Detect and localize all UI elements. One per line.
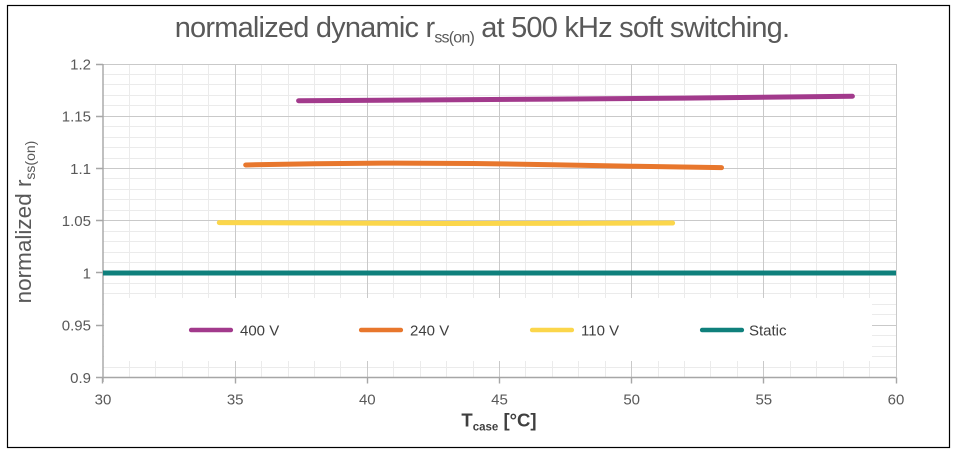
svg-text:Tcase [°C]: Tcase [°C] — [461, 410, 536, 434]
svg-text:1.1: 1.1 — [70, 161, 91, 178]
svg-text:1.2: 1.2 — [70, 56, 91, 73]
svg-text:400 V: 400 V — [240, 322, 279, 339]
svg-text:30: 30 — [95, 392, 112, 409]
svg-text:0.9: 0.9 — [70, 370, 91, 387]
svg-text:110 V: 110 V — [581, 322, 619, 339]
svg-text:40: 40 — [359, 392, 376, 409]
svg-text:normalized dynamic rss(on) at: normalized dynamic rss(on) at 500 kHz so… — [175, 12, 790, 47]
svg-text:1.05: 1.05 — [62, 213, 91, 230]
svg-text:1.15: 1.15 — [62, 109, 91, 126]
svg-text:Static: Static — [749, 322, 787, 339]
svg-text:60: 60 — [888, 392, 905, 409]
svg-text:35: 35 — [227, 392, 244, 409]
svg-text:1: 1 — [83, 265, 91, 282]
svg-text:0.95: 0.95 — [62, 318, 91, 335]
svg-text:55: 55 — [755, 392, 772, 409]
svg-text:240 V: 240 V — [410, 322, 449, 339]
svg-text:50: 50 — [623, 392, 640, 409]
svg-text:45: 45 — [491, 392, 508, 409]
